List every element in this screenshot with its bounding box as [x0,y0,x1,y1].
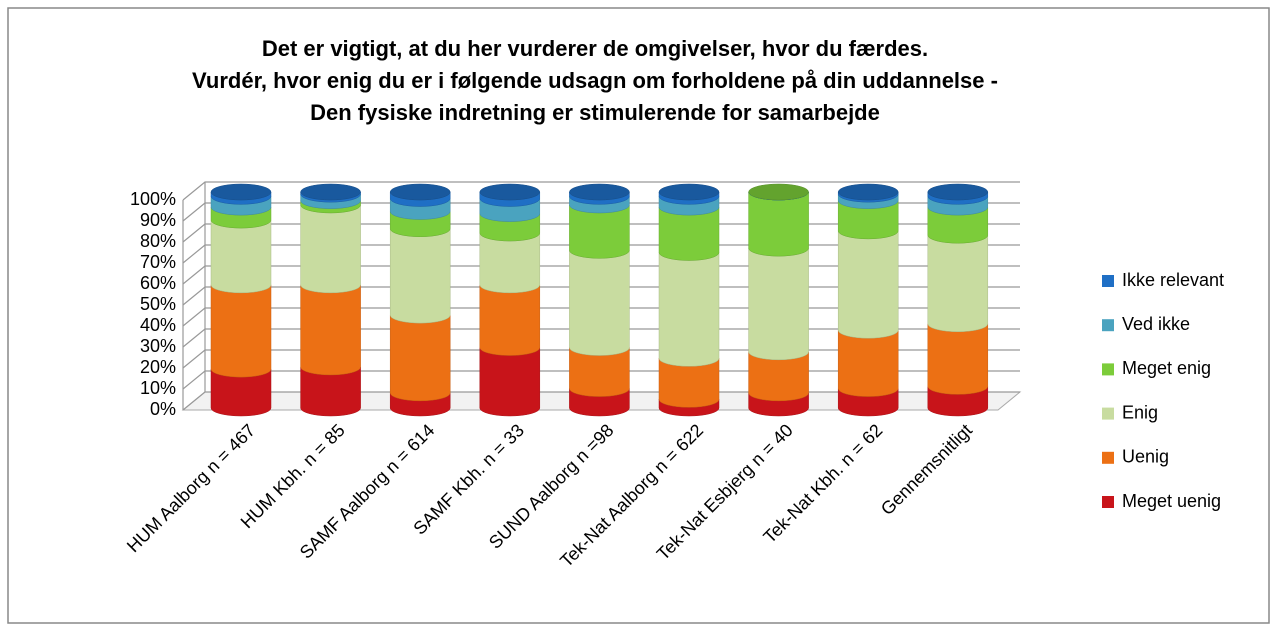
bar-top [479,183,541,201]
y-tick-label: 50% [140,294,176,314]
bar-segment [479,232,541,294]
bar-segment [658,252,720,367]
legend-swatch [1102,275,1114,287]
bar-segment [389,228,451,324]
y-tick-label: 0% [150,399,176,419]
y-tick-label: 20% [140,357,176,377]
legend-label: Meget uenig [1122,491,1221,511]
legend-label: Ikke relevant [1122,270,1224,290]
bar-top [837,183,899,201]
bar-top [748,183,809,201]
legend-swatch [1102,496,1114,508]
y-tick-label: 70% [140,252,176,272]
y-tick-label: 80% [140,231,176,251]
bar-segment [569,250,630,356]
bar-segment [837,330,899,397]
bar-segment [210,220,272,294]
legend-swatch [1102,319,1114,332]
legend-label: Enig [1122,402,1158,422]
legend-swatch [1102,407,1114,420]
bar-segment [837,230,899,339]
bar-segment [300,284,361,376]
bar-top [389,183,451,201]
bar-top [658,183,720,201]
y-tick-label: 40% [140,315,176,335]
bar-segment [389,315,451,402]
legend-label: Meget enig [1122,358,1211,378]
y-tick-label: 90% [140,210,176,230]
chart-title: Den fysiske indretning er stimulerende f… [310,100,880,125]
bar-segment [927,235,989,332]
bar-top [927,183,989,201]
bar-segment [927,323,989,395]
bar-segment [748,191,809,257]
bar-top [210,183,272,201]
bar-segment [748,248,809,361]
y-tick-label: 100% [130,189,176,209]
legend-label: Uenig [1122,447,1169,467]
bar-segment [479,284,541,356]
y-tick-label: 10% [140,378,176,398]
chart-title: Vurdér, hvor enig du er i følgende udsag… [192,68,998,93]
y-tick-label: 60% [140,273,176,293]
bar-segment [300,204,361,294]
legend-swatch [1102,363,1114,376]
bar-segment [479,347,541,417]
y-tick-label: 30% [140,336,176,356]
legend-swatch [1102,451,1114,464]
bar-top [300,183,361,201]
bar-segment [210,284,272,378]
legend-label: Ved ikke [1122,314,1190,334]
chart-title: Det er vigtigt, at du her vurderer de om… [262,36,928,61]
bar-top [569,183,630,201]
